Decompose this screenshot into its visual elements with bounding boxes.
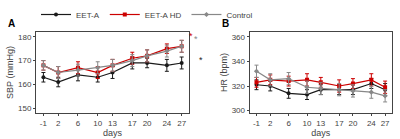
svg-text:-1: -1 [253, 119, 261, 128]
svg-text:*: * [189, 31, 193, 41]
svg-text:6: 6 [286, 119, 291, 128]
svg-text:6: 6 [76, 119, 81, 128]
svg-text:EET-A: EET-A [76, 11, 100, 20]
svg-text:*: * [199, 55, 203, 65]
svg-text:days: days [311, 128, 331, 138]
svg-text:2: 2 [56, 119, 61, 128]
svg-text:13: 13 [316, 119, 325, 128]
svg-text:*: * [194, 34, 198, 44]
svg-text:17: 17 [335, 119, 344, 128]
svg-text:2: 2 [268, 119, 273, 128]
svg-text:300: 300 [232, 106, 246, 115]
svg-text:20: 20 [143, 119, 152, 128]
svg-text:17: 17 [128, 119, 137, 128]
svg-text:EET-A HD: EET-A HD [145, 11, 182, 20]
svg-text:170: 170 [18, 56, 32, 65]
svg-text:20: 20 [348, 119, 357, 128]
svg-text:340: 340 [232, 57, 246, 66]
svg-text:10: 10 [303, 119, 312, 128]
svg-text:-1: -1 [40, 119, 48, 128]
svg-text:SBP (mmHg): SBP (mmHg) [5, 46, 15, 99]
svg-text:150: 150 [18, 104, 32, 113]
svg-text:24: 24 [162, 119, 171, 128]
svg-text:180: 180 [18, 33, 32, 42]
svg-text:160: 160 [18, 80, 32, 89]
svg-text:360: 360 [232, 33, 246, 42]
svg-text:24: 24 [367, 119, 376, 128]
svg-text:HR (bpm): HR (bpm) [219, 53, 229, 92]
svg-text:320: 320 [232, 82, 246, 91]
svg-text:27: 27 [177, 119, 186, 128]
svg-text:13: 13 [108, 119, 117, 128]
svg-text:27: 27 [381, 119, 390, 128]
svg-text:10: 10 [93, 119, 102, 128]
svg-text:B: B [222, 18, 229, 29]
svg-text:days: days [103, 128, 123, 138]
svg-text:Control: Control [226, 11, 252, 20]
svg-text:A: A [8, 18, 15, 29]
